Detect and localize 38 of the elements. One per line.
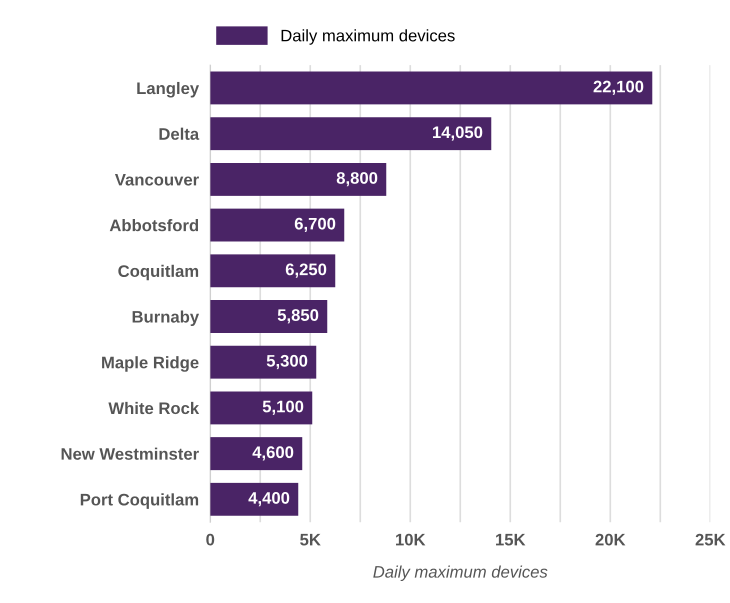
data-label: 6,700 bbox=[294, 218, 336, 232]
y-tick-label: New Westminster bbox=[62, 448, 199, 460]
x-tick-label: 5K bbox=[300, 534, 321, 546]
x-tick-label: 15K bbox=[496, 534, 526, 546]
legend-label: Daily maximum devices bbox=[282, 29, 455, 45]
bar bbox=[210, 72, 652, 104]
bar bbox=[210, 254, 336, 288]
y-tick-label: Coquitlam bbox=[118, 264, 198, 280]
bar bbox=[210, 391, 312, 424]
bar bbox=[210, 437, 302, 470]
data-label: 5,300 bbox=[266, 354, 308, 370]
x-tick-label: 0 bbox=[206, 534, 214, 546]
data-label: 22,100 bbox=[594, 80, 644, 95]
x-axis-title: Daily maximum devices bbox=[373, 566, 548, 582]
x-tick-label: 10K bbox=[396, 534, 426, 546]
data-label: 5,850 bbox=[278, 309, 318, 324]
y-tick-label: Port Coquitlam bbox=[80, 493, 198, 509]
data-label: 4,600 bbox=[252, 446, 294, 461]
bar bbox=[210, 300, 328, 333]
data-label: 5,100 bbox=[262, 400, 304, 415]
bar bbox=[210, 162, 386, 196]
y-tick-label: Langley bbox=[137, 82, 200, 98]
data-label: 4,400 bbox=[248, 492, 290, 506]
data-label: 6,250 bbox=[286, 263, 326, 278]
y-tick-label: Abbotsford bbox=[110, 219, 198, 232]
data-label: 14,050 bbox=[433, 126, 482, 141]
data-label: 8,800 bbox=[336, 172, 378, 186]
bar bbox=[210, 482, 298, 516]
y-tick-label: Maple Ridge bbox=[102, 356, 199, 372]
y-tick-label: Delta bbox=[159, 128, 200, 140]
y-tick-label: Burnaby bbox=[132, 310, 200, 326]
bar bbox=[210, 117, 492, 150]
bar bbox=[210, 208, 344, 242]
bar bbox=[210, 346, 316, 379]
x-tick-label: 25K bbox=[696, 534, 726, 546]
x-tick-label: 20K bbox=[596, 534, 626, 546]
y-tick-label: Vancouver bbox=[114, 174, 199, 186]
y-tick-label: White Rock bbox=[108, 402, 200, 414]
